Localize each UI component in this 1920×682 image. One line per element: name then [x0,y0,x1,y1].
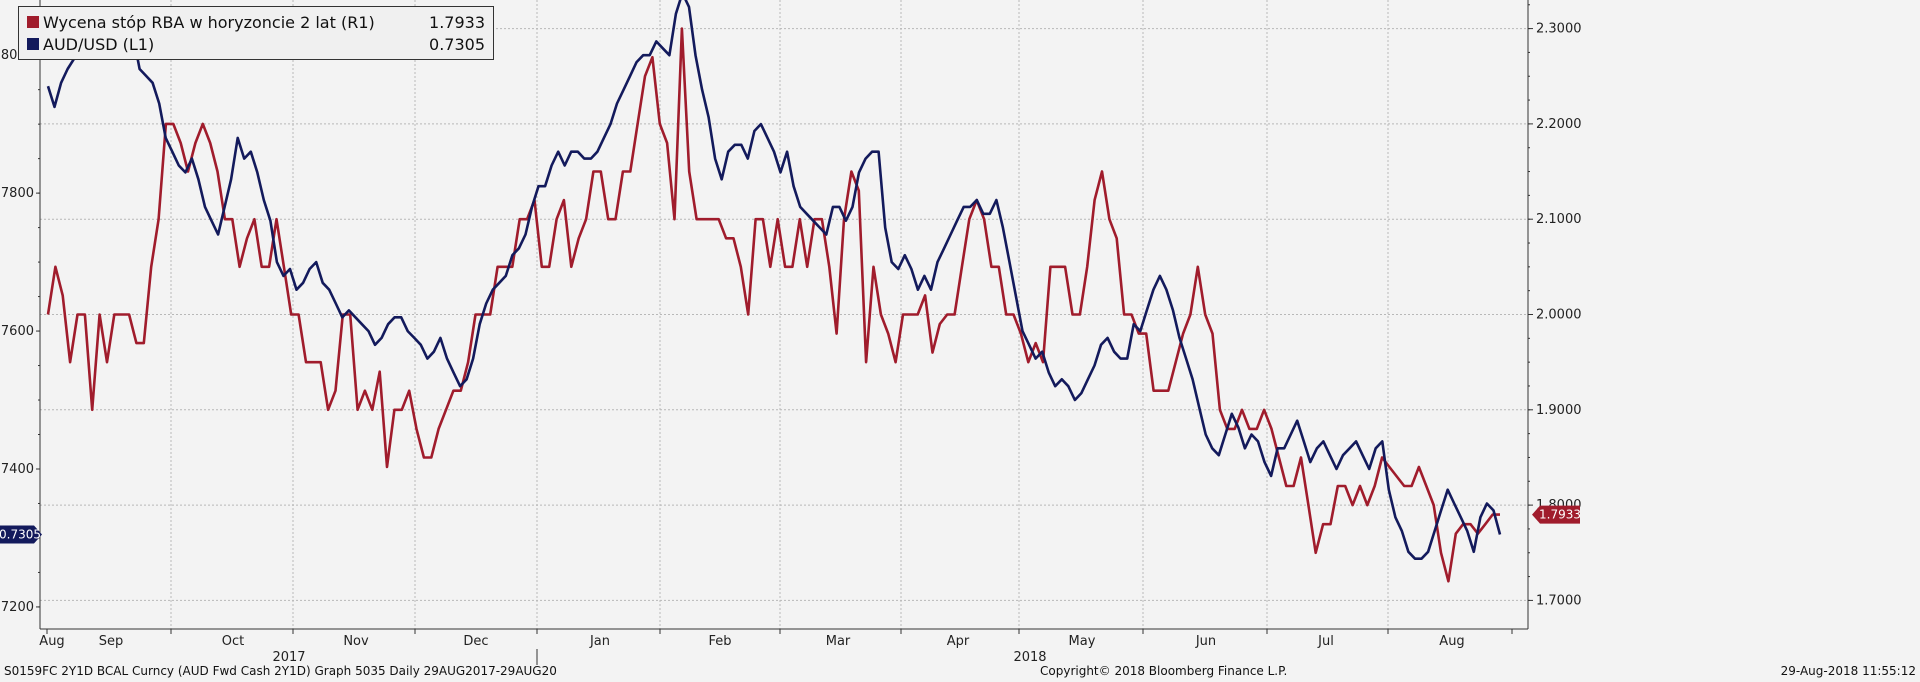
month-label: Feb [708,634,731,649]
legend-item-audusd: AUD/USD (L1) 0.7305 [27,33,485,55]
legend: Wycena stóp RBA w horyzoncie 2 lat (R1) … [18,6,494,60]
month-label: Aug [39,634,64,649]
legend-label-audusd: AUD/USD (L1) [43,34,155,54]
grid [40,0,1528,629]
last-value-badge-audusd [0,525,42,544]
footer-timestamp: 29-Aug-2018 11:55:12 [1780,664,1916,678]
legend-swatch-rba [27,16,39,28]
month-label: Oct [222,634,244,649]
legend-value-audusd: 0.7305 [429,34,485,54]
left-tick-label: 0.7600 [0,324,34,339]
right-tick-label: 1.7000 [1536,593,1582,608]
axis-labels: 0.72000.74000.76000.78000.80001.70001.80… [0,22,1582,665]
right-tick-label: 2.3000 [1536,22,1582,37]
right-tick-label: 2.2000 [1536,117,1582,132]
right-tick-label: 2.1000 [1536,212,1582,227]
month-label: Mar [826,634,851,649]
series-line-audusd [46,0,1502,561]
footer-copyright: Copyright© 2018 Bloomberg Finance L.P. [1040,664,1288,678]
last-value-badge-rba [1532,505,1580,524]
month-label: Jan [589,634,610,649]
year-label: 2017 [272,650,305,665]
month-label: Aug [1439,634,1464,649]
last-value-label-audusd: 0.7305 [0,528,41,542]
axes [36,0,1533,665]
right-tick-label: 2.0000 [1536,308,1582,323]
month-label: Dec [463,634,488,649]
footer-source: S0159FC 2Y1D BCAL Curncy (AUD Fwd Cash 2… [4,664,557,678]
legend-item-rba: Wycena stóp RBA w horyzoncie 2 lat (R1) … [27,11,485,33]
legend-label-rba: Wycena stóp RBA w horyzoncie 2 lat (R1) [43,12,375,32]
month-label: Apr [947,634,970,649]
month-label: Jul [1317,634,1334,649]
series-layer [46,0,1502,583]
month-label: Sep [99,634,124,649]
last-value-label-rba: 1.7933 [1539,508,1581,522]
month-label: Jun [1195,634,1216,649]
legend-value-rba: 1.7933 [429,12,485,32]
year-label: 2018 [1013,650,1046,665]
month-label: Nov [343,634,369,649]
left-tick-label: 0.7400 [0,462,34,477]
left-tick-label: 0.7200 [0,600,34,615]
left-tick-label: 0.7800 [0,186,34,201]
legend-swatch-audusd [27,38,39,50]
series-line-rba [46,27,1500,583]
month-label: May [1069,634,1096,649]
right-tick-label: 1.9000 [1536,403,1582,418]
